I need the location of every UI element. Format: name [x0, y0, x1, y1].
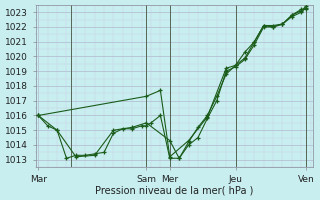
X-axis label: Pression niveau de la mer( hPa ): Pression niveau de la mer( hPa ) — [95, 185, 254, 195]
